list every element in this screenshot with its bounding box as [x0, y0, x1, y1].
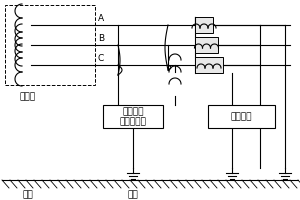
Text: 变压器: 变压器: [20, 92, 36, 101]
Bar: [208, 105, 275, 128]
Bar: [5, 5, 95, 85]
Text: 大地: 大地: [22, 190, 33, 199]
Text: A: A: [98, 14, 104, 23]
Text: C: C: [98, 54, 104, 63]
Text: 大地: 大地: [128, 190, 138, 199]
Bar: [195, 37, 218, 53]
Text: 高压络缘: 高压络缘: [122, 107, 144, 116]
Text: 高压计量: 高压计量: [231, 112, 252, 121]
Bar: [195, 17, 213, 33]
Bar: [195, 57, 223, 73]
Text: 电阔测试仪: 电阔测试仪: [120, 117, 146, 126]
Text: B: B: [98, 34, 104, 43]
Bar: [103, 105, 163, 128]
